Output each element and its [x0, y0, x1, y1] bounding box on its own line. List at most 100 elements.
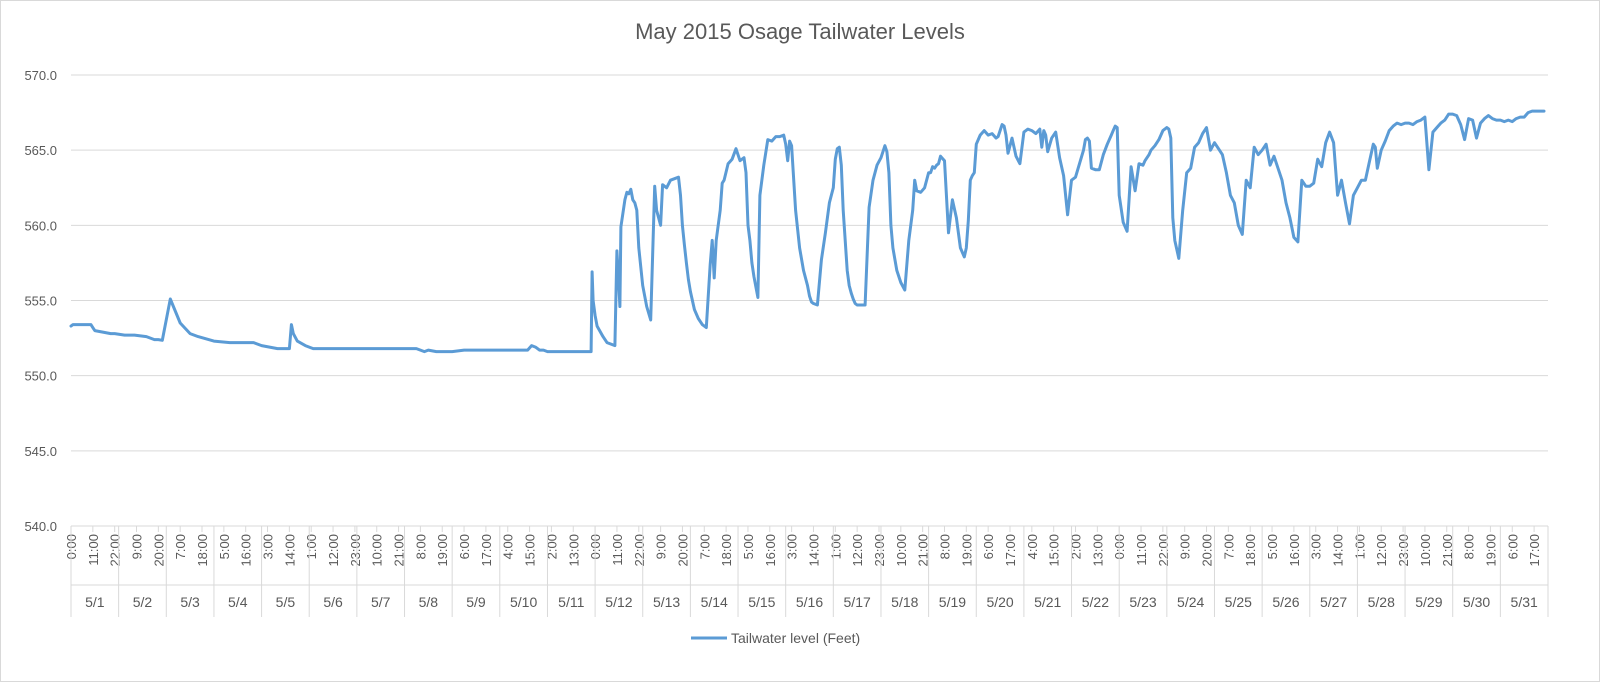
- x-hour-label: 8:00: [1462, 534, 1477, 559]
- series-line: [69, 109, 1546, 354]
- x-hour-label: 6:00: [457, 534, 472, 559]
- x-day-label: 5/4: [228, 594, 248, 610]
- legend: Tailwater level (Feet): [691, 630, 860, 646]
- x-hour-label: 13:00: [1090, 534, 1105, 567]
- x-hour-label: 21:00: [916, 534, 931, 567]
- x-hour-label: 12:00: [1374, 534, 1389, 567]
- x-hour-label: 23:00: [872, 534, 887, 567]
- x-day-label: 5/11: [558, 594, 584, 610]
- x-day-label: 5/16: [796, 594, 823, 610]
- x-hour-label: 13:00: [566, 534, 581, 567]
- x-hour-label: 19:00: [435, 534, 450, 567]
- x-hour-label: 2:00: [544, 534, 559, 559]
- x-hour-label: 20:00: [675, 534, 690, 567]
- x-hour-label: 8:00: [937, 534, 952, 559]
- x-day-label: 5/1: [85, 594, 105, 610]
- x-day-label: 5/17: [844, 594, 871, 610]
- x-hour-label: 22:00: [1156, 534, 1171, 567]
- x-hour-label: 17:00: [1527, 534, 1542, 567]
- x-hour-label: 15:00: [1047, 534, 1062, 567]
- legend-label: Tailwater level (Feet): [731, 630, 860, 646]
- x-day-label: 5/31: [1511, 594, 1538, 610]
- x-day-label: 5/7: [371, 594, 391, 610]
- x-day-label: 5/2: [133, 594, 153, 610]
- y-tick-label: 555.0: [24, 294, 57, 309]
- x-day-label: 5/6: [323, 594, 343, 610]
- x-day-label: 5/23: [1129, 594, 1156, 610]
- x-hour-label: 18:00: [195, 534, 210, 567]
- x-hour-label: 9:00: [130, 534, 145, 559]
- x-hour-label: 11:00: [1134, 534, 1149, 566]
- x-day-label: 5/19: [939, 594, 966, 610]
- x-hour-label: 8:00: [413, 534, 428, 559]
- chart-title: May 2015 Osage Tailwater Levels: [635, 19, 965, 44]
- y-tick-label: 560.0: [24, 218, 57, 233]
- x-axis: 0:0011:0022:009:0020:007:0018:005:0016:0…: [64, 525, 1549, 617]
- x-hour-label: 4:00: [501, 534, 516, 559]
- x-hour-label: 16:00: [763, 534, 778, 567]
- x-hour-label: 17:00: [1003, 534, 1018, 567]
- y-tick-label: 570.0: [24, 68, 57, 83]
- x-day-label: 5/26: [1272, 594, 1299, 610]
- x-hour-label: 1:00: [304, 534, 319, 559]
- x-hour-label: 11:00: [86, 534, 101, 566]
- x-hour-label: 17:00: [479, 534, 494, 567]
- x-hour-label: 3:00: [785, 534, 800, 559]
- x-hour-label: 21:00: [392, 534, 407, 567]
- x-hour-label: 9:00: [1178, 534, 1193, 559]
- x-hour-label: 12:00: [850, 534, 865, 567]
- x-day-label: 5/21: [1034, 594, 1061, 610]
- x-hour-label: 7:00: [697, 534, 712, 559]
- x-hour-label: 20:00: [1200, 534, 1215, 567]
- x-hour-label: 10:00: [894, 534, 909, 567]
- x-hour-label: 18:00: [719, 534, 734, 567]
- x-hour-label: 5:00: [1265, 534, 1280, 559]
- x-hour-label: 22:00: [108, 534, 123, 567]
- x-hour-label: 23:00: [1396, 534, 1411, 567]
- x-hour-label: 23:00: [348, 534, 363, 567]
- x-hour-label: 6:00: [981, 534, 996, 559]
- x-hour-label: 1:00: [1352, 534, 1367, 559]
- x-day-label: 5/14: [701, 594, 728, 610]
- x-hour-label: 21:00: [1440, 534, 1455, 567]
- x-hour-label: 16:00: [239, 534, 254, 567]
- x-hour-label: 2:00: [1069, 534, 1084, 559]
- x-day-label: 5/30: [1463, 594, 1490, 610]
- grid-lines: [71, 74, 1548, 452]
- x-day-label: 5/13: [653, 594, 680, 610]
- x-hour-label: 10:00: [370, 534, 385, 567]
- x-day-label: 5/18: [891, 594, 918, 610]
- x-hour-label: 22:00: [632, 534, 647, 567]
- x-day-label: 5/8: [419, 594, 439, 610]
- x-hour-label: 3:00: [261, 534, 276, 559]
- x-day-label: 5/24: [1177, 594, 1204, 610]
- x-hour-label: 9:00: [654, 534, 669, 559]
- x-day-label: 5/5: [276, 594, 296, 610]
- x-hour-label: 5:00: [741, 534, 756, 559]
- x-day-label: 5/28: [1368, 594, 1395, 610]
- x-hour-label: 12:00: [326, 534, 341, 567]
- y-tick-label: 540.0: [24, 519, 57, 534]
- x-hour-label: 4:00: [1025, 534, 1040, 559]
- x-hour-label: 19:00: [1483, 534, 1498, 567]
- x-day-label: 5/3: [180, 594, 200, 610]
- x-day-label: 5/12: [605, 594, 632, 610]
- x-day-label: 5/27: [1320, 594, 1347, 610]
- y-tick-label: 550.0: [24, 369, 57, 384]
- x-day-label: 5/10: [510, 594, 537, 610]
- x-hour-label: 14:00: [806, 534, 821, 567]
- x-day-label: 5/9: [466, 594, 486, 610]
- x-hour-label: 18:00: [1243, 534, 1258, 567]
- x-hour-label: 20:00: [151, 534, 166, 567]
- x-hour-label: 6:00: [1505, 534, 1520, 559]
- x-hour-label: 16:00: [1287, 534, 1302, 567]
- x-hour-label: 7:00: [1221, 534, 1236, 559]
- x-hour-label: 10:00: [1418, 534, 1433, 567]
- x-hour-label: 14:00: [1331, 534, 1346, 567]
- x-hour-label: 19:00: [959, 534, 974, 567]
- x-hour-label: 14:00: [282, 534, 297, 567]
- x-hour-label: 11:00: [610, 534, 625, 566]
- y-tick-label: 545.0: [24, 444, 57, 459]
